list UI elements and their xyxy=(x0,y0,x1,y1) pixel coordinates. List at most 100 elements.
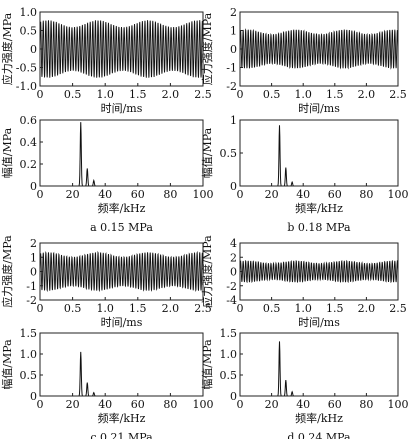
y-tick-label: 1 xyxy=(230,25,237,38)
y-tick-label: 0.5 xyxy=(220,369,238,382)
series-line xyxy=(40,20,203,78)
x-tick-label: 0 xyxy=(237,88,244,101)
x-tick-label: 40 xyxy=(296,398,310,411)
y-tick-label: -1 xyxy=(226,62,237,75)
series-line xyxy=(240,28,398,70)
x-tick-label: 20 xyxy=(66,188,80,201)
y-tick-label: -2 xyxy=(226,80,237,93)
x-axis-label: 时间/ms xyxy=(101,316,143,329)
x-tick-label: 0 xyxy=(37,302,44,315)
y-axis-label: 应力强度/MPa xyxy=(0,235,14,308)
y-tick-label: 1.0 xyxy=(20,348,38,361)
x-tick-label: 2.5 xyxy=(194,302,212,315)
plot-frame xyxy=(39,119,204,187)
x-tick-label: 0.5 xyxy=(263,88,281,101)
x-tick-label: 20 xyxy=(66,398,80,411)
y-tick-label: 0 xyxy=(30,180,37,193)
y-tick-label: -4 xyxy=(226,294,237,307)
x-tick-label: 2.5 xyxy=(389,88,407,101)
x-tick-label: 0 xyxy=(237,188,244,201)
y-tick-label: 0.4 xyxy=(20,136,38,149)
x-axis-label: 时间/ms xyxy=(298,316,340,329)
y-tick-label: -2 xyxy=(226,280,237,293)
panel-caption: c 0.21 MPa xyxy=(90,431,153,439)
y-tick-label: 0 xyxy=(30,266,37,279)
panel-a-time: 0 0.5 1.0 1.5 2.0 2.5-1.0-0.500.51.0时间/ms应力强度… xyxy=(0,6,212,115)
plot-frame xyxy=(239,119,399,187)
x-tick-label: 0.5 xyxy=(263,302,281,315)
x-tick-label: 0.5 xyxy=(64,88,82,101)
y-tick-label: 0.2 xyxy=(20,158,38,171)
series-line xyxy=(240,259,398,284)
y-tick-label: 0 xyxy=(230,266,237,279)
y-tick-label: 0.5 xyxy=(20,25,38,38)
x-tick-label: 2.0 xyxy=(358,302,376,315)
panel-c-freq: 0 20 40 60 80 100 0 0.5 1.0 1.5 频率/kHz 幅值/MPa c 0.21… xyxy=(1,327,214,439)
y-tick-label: -1.0 xyxy=(16,80,37,93)
plot-frame xyxy=(39,332,204,397)
series-line xyxy=(240,125,398,186)
x-tick-label: 2.0 xyxy=(162,302,180,315)
x-tick-label: 1.5 xyxy=(129,302,147,315)
panel-d-time: 0 0.5 1.0 1.5 2.0 2.5 -4-20 24 时间/ms 应力强度/MPa xyxy=(200,235,407,329)
x-tick-label: 60 xyxy=(328,398,342,411)
y-tick-label: 4 xyxy=(230,237,237,250)
x-tick-label: 1.5 xyxy=(129,88,147,101)
y-tick-label: 1.5 xyxy=(220,327,238,340)
x-axis-label: 频率/kHz xyxy=(295,411,343,425)
y-tick-label: 0 xyxy=(230,390,237,403)
x-tick-label: 2.5 xyxy=(389,302,407,315)
panel-caption: d 0.24 MPa xyxy=(287,431,351,439)
y-tick-label: 2 xyxy=(30,237,37,250)
x-tick-label: 100 xyxy=(388,398,409,411)
x-tick-label: 100 xyxy=(193,398,214,411)
x-tick-label: 80 xyxy=(359,398,373,411)
y-tick-label: 0.5 xyxy=(20,369,38,382)
x-tick-label: 2.0 xyxy=(162,88,180,101)
y-axis-label: 应力强度/MPa xyxy=(200,235,214,308)
x-tick-label: 2.5 xyxy=(194,88,212,101)
y-tick-label: 0 xyxy=(30,43,37,56)
y-tick-label: 2 xyxy=(230,251,237,264)
y-axis-label: 应力强度/MPa xyxy=(0,12,14,85)
x-tick-label: 60 xyxy=(328,188,342,201)
x-tick-label: 80 xyxy=(359,188,373,201)
x-tick-label: 0 xyxy=(237,302,244,315)
x-tick-label: 80 xyxy=(163,398,177,411)
x-tick-label: 1.0 xyxy=(96,88,114,101)
x-tick-label: 20 xyxy=(265,188,279,201)
y-tick-label: 0 xyxy=(230,43,237,56)
x-tick-label: 1.5 xyxy=(326,302,344,315)
series-line xyxy=(240,341,398,396)
panel-b-freq: 0 20 40 60 80 100 0 0.5 1 频率/kHz 幅值/MPa b 0.18 MPa xyxy=(201,114,409,234)
series-line xyxy=(40,250,203,293)
x-tick-label: 80 xyxy=(163,188,177,201)
y-tick-label: 1 xyxy=(230,114,237,127)
y-tick-label: 2 xyxy=(230,6,237,19)
x-tick-label: 1.0 xyxy=(294,302,312,315)
x-tick-label: 100 xyxy=(193,188,214,201)
panel-a-freq: 0 20 40 60 80 100 0 0.2 0.4 0.6 频率/kHz 幅值/MPa a 0.15… xyxy=(1,114,214,234)
x-tick-label: 2.0 xyxy=(358,88,376,101)
y-tick-label: 1.0 xyxy=(20,6,38,19)
panel-caption: b 0.18 MPa xyxy=(287,221,351,234)
x-tick-label: 1.0 xyxy=(294,88,312,101)
x-tick-label: 0 xyxy=(237,398,244,411)
x-axis-label: 频率/kHz xyxy=(295,201,343,215)
x-axis-label: 频率/kHz xyxy=(98,201,146,215)
x-tick-label: 0 xyxy=(37,88,44,101)
y-axis-label: 幅值/MPa xyxy=(1,127,14,178)
x-tick-label: 40 xyxy=(98,398,112,411)
panel-c-time: 0 0.5 1.0 1.5 2.0 2.5 -2-10 12 时间/ms 应力强度/MPa xyxy=(0,235,212,329)
x-axis-label: 时间/ms xyxy=(298,102,340,115)
y-tick-label: 1.0 xyxy=(220,348,238,361)
y-axis-label: 应力强度/MPa xyxy=(200,12,214,85)
panel-caption: a 0.15 MPa xyxy=(90,221,153,234)
x-tick-label: 1.0 xyxy=(96,302,114,315)
x-tick-label: 0 xyxy=(37,188,44,201)
x-tick-label: 1.5 xyxy=(326,88,344,101)
y-tick-label: -1 xyxy=(26,280,37,293)
x-axis-label: 频率/kHz xyxy=(98,411,146,425)
